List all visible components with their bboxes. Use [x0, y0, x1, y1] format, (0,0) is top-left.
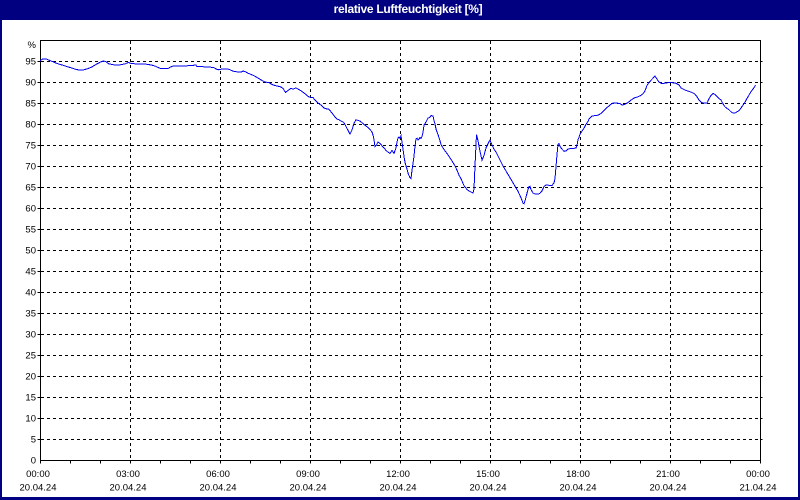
svg-text:65: 65 [25, 183, 36, 194]
svg-text:85: 85 [25, 99, 36, 110]
svg-text:20.04.24: 20.04.24 [200, 483, 237, 494]
svg-text:00:00: 00:00 [26, 469, 50, 480]
svg-text:20.04.24: 20.04.24 [290, 483, 327, 494]
svg-text:20.04.24: 20.04.24 [650, 483, 687, 494]
svg-text:70: 70 [25, 162, 36, 173]
svg-text:20.04.24: 20.04.24 [110, 483, 147, 494]
svg-text:%: % [28, 40, 37, 51]
svg-text:10: 10 [25, 414, 36, 425]
svg-text:12:00: 12:00 [386, 469, 410, 480]
svg-text:30: 30 [25, 330, 36, 341]
svg-text:20.04.24: 20.04.24 [380, 483, 417, 494]
svg-text:60: 60 [25, 204, 36, 215]
svg-text:40: 40 [25, 288, 36, 299]
svg-text:55: 55 [25, 225, 36, 236]
svg-text:80: 80 [25, 120, 36, 131]
svg-text:21.04.24: 21.04.24 [740, 483, 777, 494]
svg-text:20.04.24: 20.04.24 [560, 483, 597, 494]
svg-text:06:00: 06:00 [206, 469, 230, 480]
svg-text:15:00: 15:00 [476, 469, 500, 480]
svg-text:20.04.24: 20.04.24 [20, 483, 57, 494]
svg-text:15: 15 [25, 393, 36, 404]
svg-text:95: 95 [25, 57, 36, 68]
svg-text:20.04.24: 20.04.24 [470, 483, 507, 494]
svg-text:18:00: 18:00 [566, 469, 590, 480]
svg-text:00:00: 00:00 [746, 469, 770, 480]
svg-text:0: 0 [31, 456, 36, 467]
svg-text:09:00: 09:00 [296, 469, 320, 480]
svg-text:75: 75 [25, 141, 36, 152]
svg-text:35: 35 [25, 309, 36, 320]
svg-text:21:00: 21:00 [656, 469, 680, 480]
svg-text:25: 25 [25, 351, 36, 362]
svg-text:20: 20 [25, 372, 36, 383]
svg-text:03:00: 03:00 [116, 469, 140, 480]
svg-text:5: 5 [31, 435, 36, 446]
svg-text:90: 90 [25, 78, 36, 89]
svg-text:45: 45 [25, 267, 36, 278]
svg-text:50: 50 [25, 246, 36, 257]
